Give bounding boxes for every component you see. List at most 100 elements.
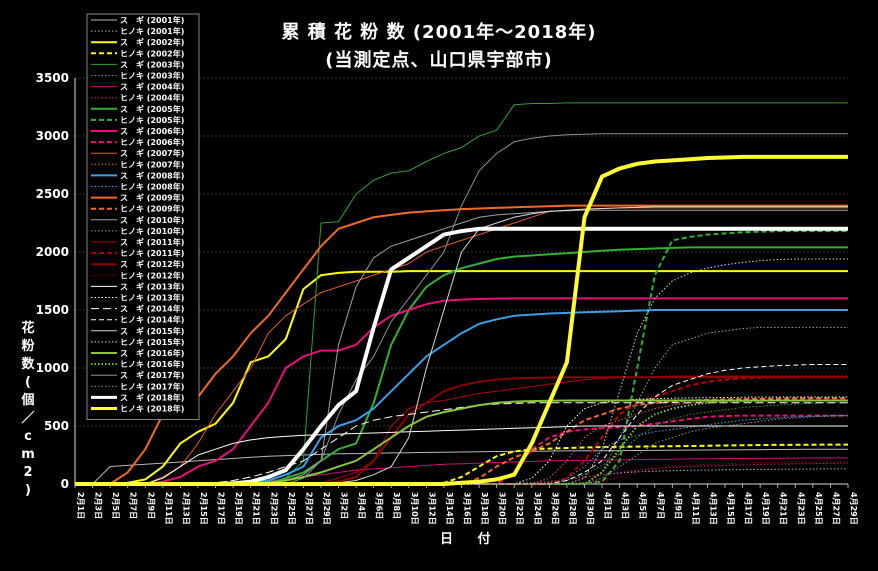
x-tick-label: 2月23日 bbox=[269, 492, 278, 525]
x-tick-label: 4月3日 bbox=[621, 492, 630, 519]
x-tick-label: 2月5日 bbox=[111, 492, 120, 519]
y-tick-label: 2500 bbox=[36, 187, 69, 201]
series-line bbox=[75, 402, 848, 485]
x-tick-label: 4月15日 bbox=[726, 492, 735, 525]
x-tick-label: 4月13日 bbox=[708, 492, 717, 525]
y-tick-label: 0 bbox=[61, 477, 69, 491]
y-axis-label: 花粉数(個／ c m 2) bbox=[21, 321, 35, 498]
x-tick-label: 3月28日 bbox=[568, 492, 577, 525]
y-tick-label: 1000 bbox=[36, 361, 69, 375]
legend-label: ス ギ (2001年) bbox=[120, 15, 184, 25]
y-tick-label: 1500 bbox=[36, 303, 69, 317]
legend-label: ヒノキ (2003年) bbox=[120, 71, 184, 81]
legend-label: ス ギ (2010年) bbox=[120, 215, 184, 225]
legend-label: ス ギ (2016年) bbox=[120, 348, 184, 358]
x-tick-label: 2月17日 bbox=[217, 492, 226, 525]
x-tick-label: 3月26日 bbox=[550, 492, 559, 525]
legend-label: ヒノキ (2015年) bbox=[120, 337, 184, 347]
x-tick-label: 3月8日 bbox=[392, 492, 401, 519]
x-tick-label: 4月19日 bbox=[761, 492, 770, 525]
x-tick-label: 2月29日 bbox=[322, 492, 331, 525]
legend-label: ヒノキ (2018年) bbox=[120, 404, 184, 414]
legend-label: ヒノキ (2005年) bbox=[120, 115, 184, 125]
legend-label: ヒノキ (2016年) bbox=[120, 359, 184, 369]
legend-label: ヒノキ (2002年) bbox=[120, 48, 184, 58]
legend-label: ス ギ (2015年) bbox=[120, 326, 184, 336]
x-tick-label: 2月15日 bbox=[199, 492, 208, 525]
x-tick-label: 2月9日 bbox=[146, 492, 155, 519]
legend-label: ヒノキ (2010年) bbox=[120, 226, 184, 236]
y-tick-label: 3000 bbox=[36, 129, 69, 143]
x-tick-label: 4月5日 bbox=[638, 492, 647, 519]
series-line bbox=[75, 207, 848, 485]
x-tick-label: 2月7日 bbox=[129, 492, 138, 519]
series-line bbox=[75, 154, 848, 486]
series-line bbox=[75, 297, 848, 485]
series-line bbox=[75, 204, 848, 485]
x-tick-label: 4月1日 bbox=[603, 492, 612, 519]
x-tick-label: 2月3日 bbox=[94, 492, 103, 519]
legend-label: ス ギ (2007年) bbox=[120, 148, 184, 158]
x-tick-label: 2月19日 bbox=[234, 492, 243, 525]
legend-label: ヒノキ (2014年) bbox=[120, 315, 184, 325]
x-tick-label: 2月25日 bbox=[287, 492, 296, 525]
legend-label: ス ギ (2013年) bbox=[120, 281, 184, 291]
x-tick-label: 3月30日 bbox=[585, 492, 594, 525]
x-tick-label: 3月14日 bbox=[445, 492, 454, 525]
legend-label: ス ギ (2017年) bbox=[120, 370, 184, 380]
legend-label: ヒノキ (2004年) bbox=[120, 93, 184, 103]
legend-label: ス ギ (2008年) bbox=[120, 170, 184, 180]
legend-label: ヒノキ (2017年) bbox=[120, 381, 184, 391]
series-line bbox=[75, 425, 848, 485]
x-tick-label: 2月11日 bbox=[164, 492, 173, 525]
legend-label: ス ギ (2014年) bbox=[120, 304, 184, 314]
legend-label: ス ギ (2004年) bbox=[120, 82, 184, 92]
legend-label: ヒノキ (2013年) bbox=[120, 293, 184, 303]
x-tick-label: 4月17日 bbox=[744, 492, 753, 525]
x-tick-label: 3月18日 bbox=[480, 492, 489, 525]
y-tick-label: 500 bbox=[44, 419, 69, 433]
x-tick-label: 2月1日 bbox=[76, 492, 85, 519]
legend-label: ス ギ (2002年) bbox=[120, 37, 184, 47]
legend-label: ヒノキ (2006年) bbox=[120, 137, 184, 147]
y-tick-label: 2000 bbox=[36, 245, 69, 259]
x-tick-label: 3月16日 bbox=[463, 492, 472, 525]
x-tick-label: 4月11日 bbox=[691, 492, 700, 525]
x-tick-label: 2月21日 bbox=[252, 492, 261, 525]
x-tick-label: 4月25日 bbox=[814, 492, 823, 525]
series-line bbox=[75, 448, 848, 485]
legend-label: ヒノキ (2008年) bbox=[120, 182, 184, 192]
x-tick-label: 3月12日 bbox=[427, 492, 436, 525]
x-tick-label: 2月27日 bbox=[304, 492, 313, 525]
x-tick-label: 3月2日 bbox=[340, 492, 349, 519]
x-tick-label: 4月23日 bbox=[796, 492, 805, 525]
x-tick-label: 4月29日 bbox=[849, 492, 858, 525]
legend-label: ス ギ (2003年) bbox=[120, 59, 184, 69]
legend-label: ヒノキ (2011年) bbox=[120, 248, 184, 258]
x-tick-label: 3月22日 bbox=[515, 492, 524, 525]
x-tick-label: 4月27日 bbox=[831, 492, 840, 525]
series-line bbox=[75, 443, 848, 485]
series-line bbox=[75, 270, 848, 485]
legend-label: ス ギ (2006年) bbox=[120, 126, 184, 136]
x-tick-label: 4月7日 bbox=[656, 492, 665, 519]
legend-label: ヒノキ (2012年) bbox=[120, 270, 184, 280]
x-tick-label: 3月20日 bbox=[498, 492, 507, 525]
x-tick-label: 3月24日 bbox=[533, 492, 542, 525]
legend-label: ス ギ (2011年) bbox=[120, 237, 184, 247]
legend-label: ス ギ (2012年) bbox=[120, 259, 184, 269]
y-tick-label: 3500 bbox=[36, 71, 69, 85]
legend-label: ス ギ (2009年) bbox=[120, 193, 184, 203]
x-tick-label: 3月10日 bbox=[410, 492, 419, 525]
x-tick-label: 3月6日 bbox=[375, 492, 384, 519]
chart-title: 累 積 花 粉 数 (2001年～2018年) bbox=[281, 22, 597, 43]
x-tick-label: 4月21日 bbox=[779, 492, 788, 525]
legend-label: ス ギ (2005年) bbox=[120, 104, 184, 114]
x-tick-label: 2月13日 bbox=[181, 492, 190, 525]
chart-subtitle: (当測定点、山口県宇部市) bbox=[325, 50, 553, 71]
legend-label: ヒノキ (2009年) bbox=[120, 204, 184, 214]
legend-label: ヒノキ (2001年) bbox=[120, 26, 184, 36]
legend-label: ヒノキ (2007年) bbox=[120, 159, 184, 169]
x-tick-label: 3月4日 bbox=[357, 492, 366, 519]
